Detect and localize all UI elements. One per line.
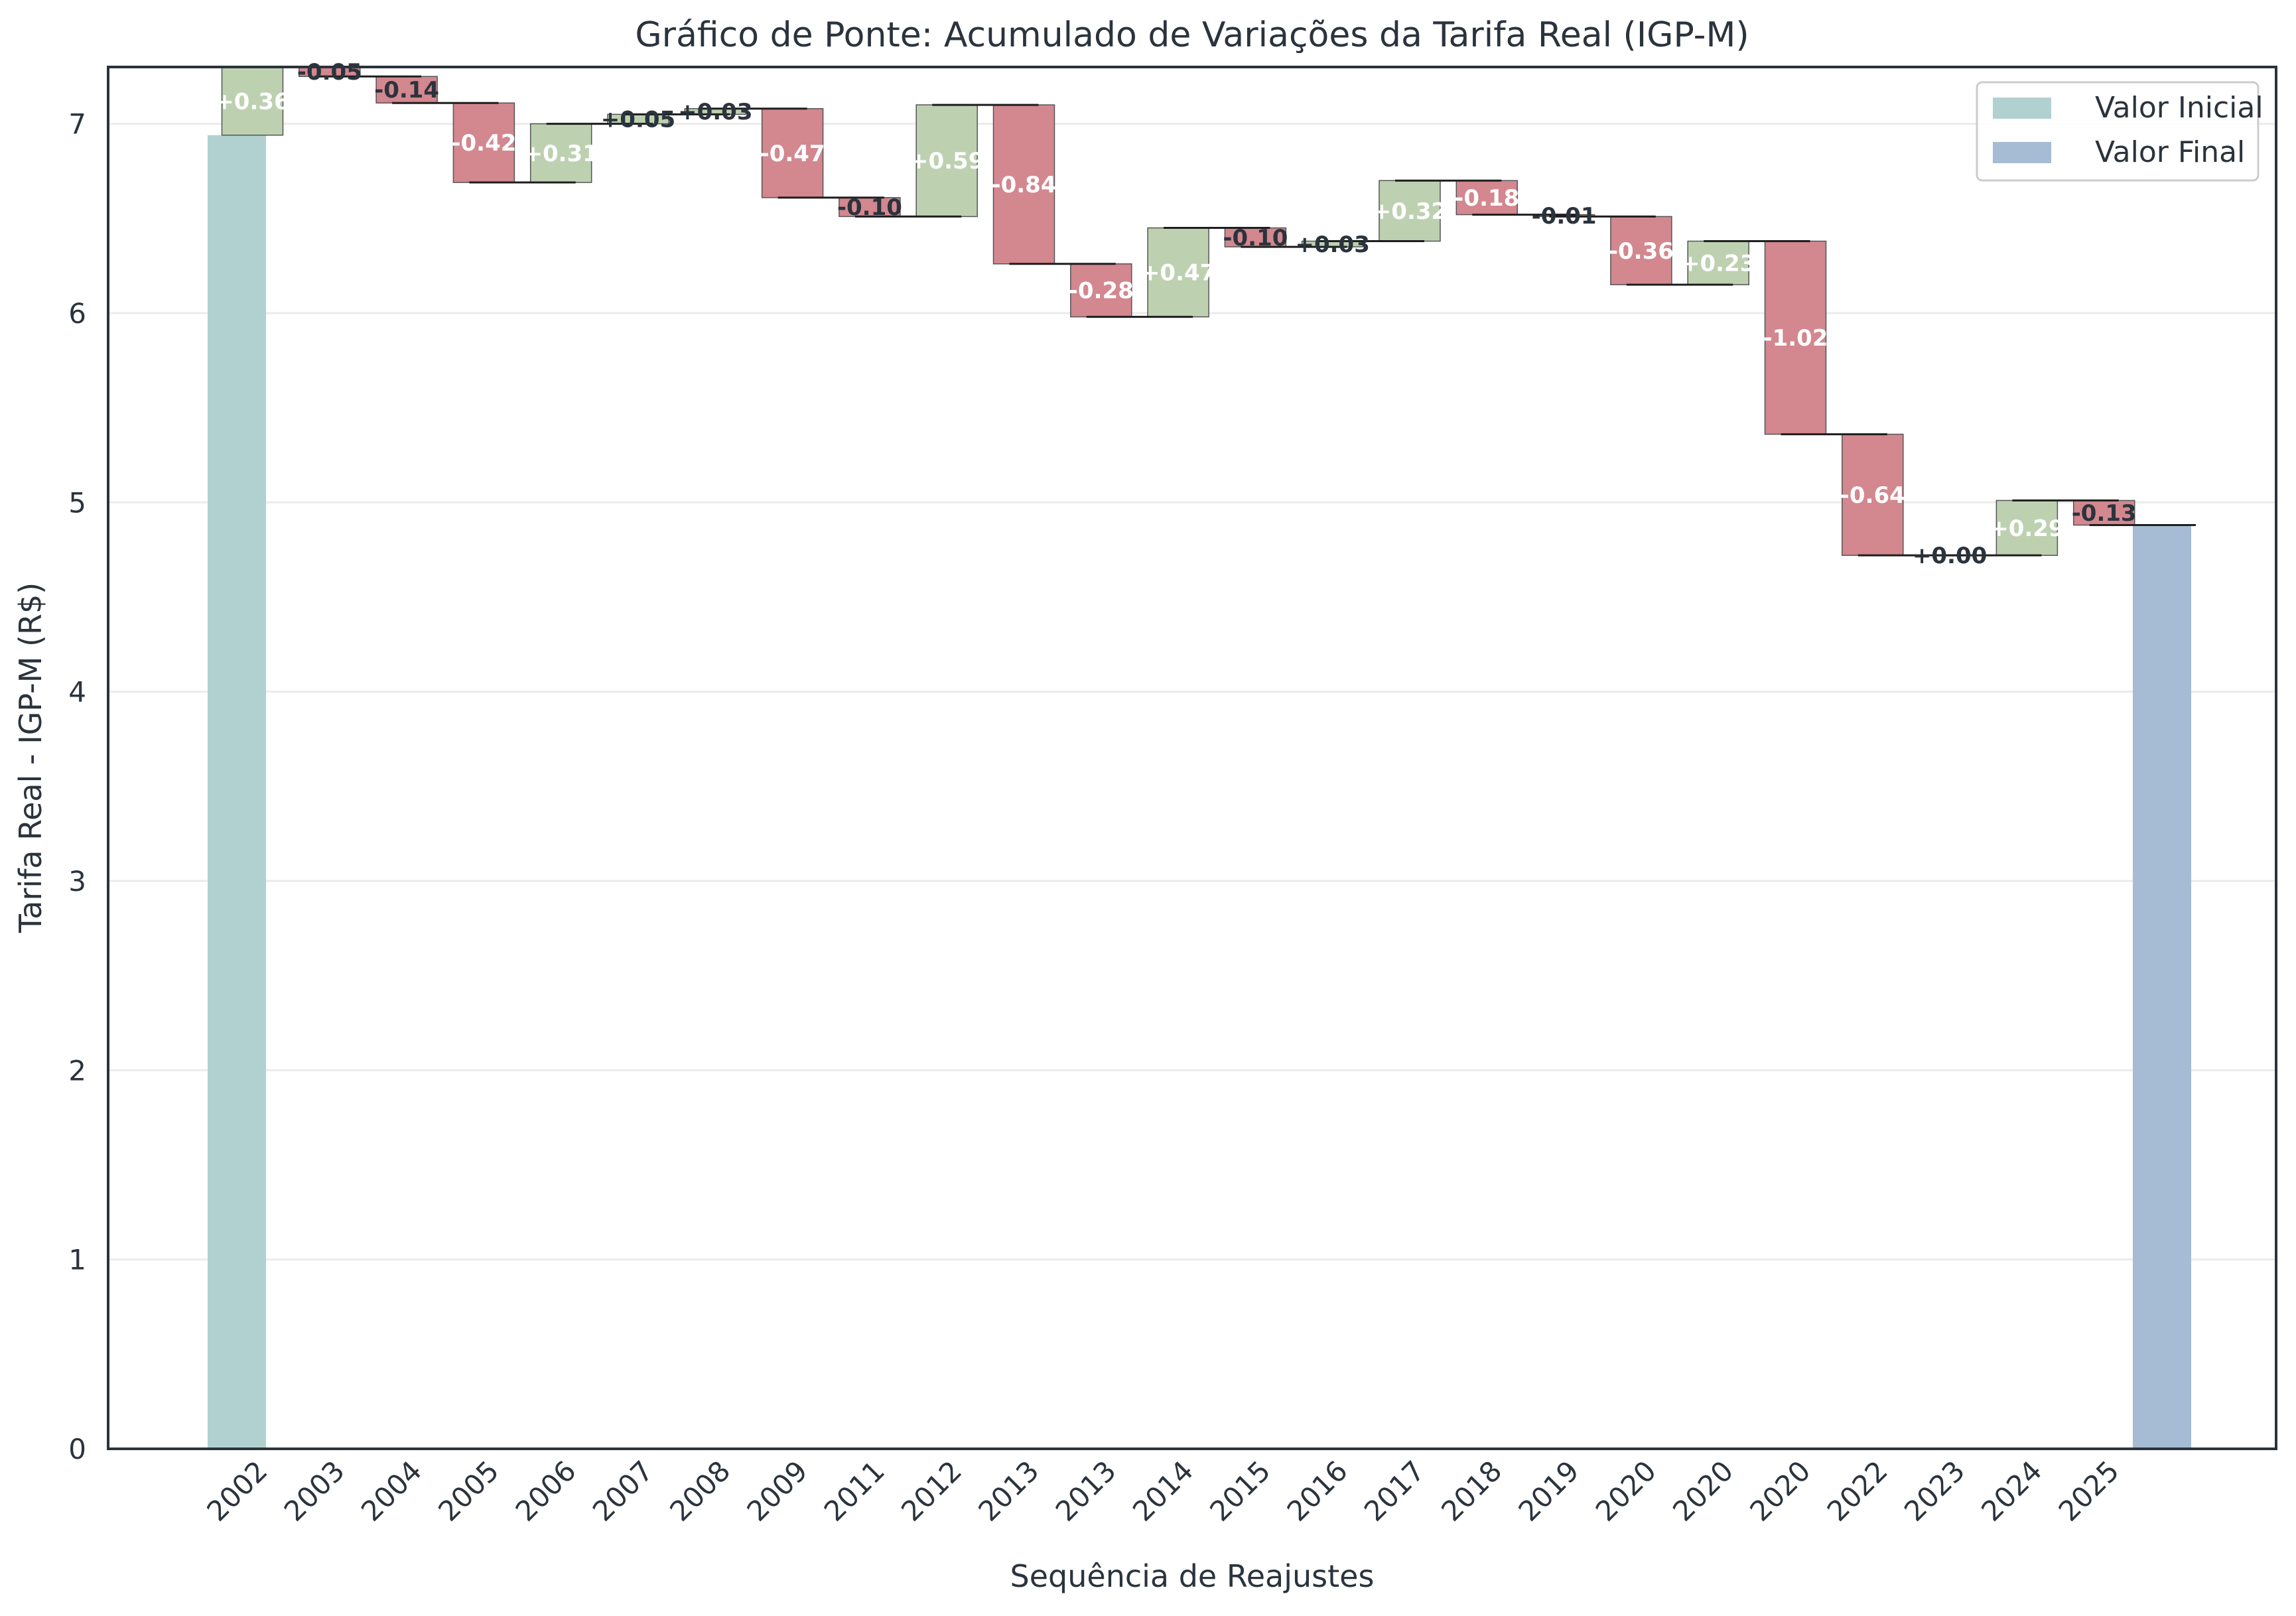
final-value-bar [2133,525,2191,1449]
bar-value-label: +0.23 [1681,250,1755,277]
increase-bar [221,66,284,136]
bar-value-label: -0.01 [1532,203,1597,230]
bar-value-label: -0.28 [1069,278,1134,304]
increase-bar [915,104,978,218]
y-tick-label: 2 [68,1054,86,1087]
decrease-bar [839,197,901,218]
bar-value-label: +0.29 [1990,515,2064,542]
initial-value-bar [208,135,266,1449]
bar-value-label: +0.00 [1913,543,1987,569]
bar-value-label: -0.64 [1840,482,1905,509]
legend-label-final: Valor Final [2095,135,2245,169]
y-tick-label: 7 [68,108,86,141]
bar-value-label: -0.36 [1609,238,1674,265]
decrease-bar [1764,240,1827,435]
decrease-bar [992,104,1055,265]
decrease-bar [1224,227,1287,247]
bar-value-label: -0.05 [297,59,362,86]
decrease-bar [1842,433,1904,556]
increase-bar [529,123,592,183]
bar-value-label: +0.03 [678,99,752,125]
plot-frame [107,66,2277,1450]
bar-value-label: +0.36 [215,88,289,115]
decrease-bar [1610,216,1672,285]
bar-value-label: -0.13 [2072,500,2137,527]
legend-label-initial: Valor Inicial [2095,91,2263,125]
bar-value-label: -0.10 [1223,225,1288,251]
bar-value-label: -0.18 [1454,185,1519,212]
bar-value-label: -0.47 [760,141,825,167]
bar-value-label: +0.31 [524,141,598,167]
increase-bar [1147,227,1209,318]
bar-value-label: +0.59 [910,148,984,174]
bar-value-label: -1.02 [1763,325,1828,352]
bar-value-label: -0.14 [374,77,439,103]
bar-value-labels: +0.36-0.05-0.14-0.42 +0.31+0.05 +0.03-0.47… [215,59,2136,569]
bar-value-label: -0.84 [992,172,1057,198]
bar-value-label: -0.42 [451,130,516,157]
y-axis-label: Tarifa Real - IGP-M (R$) [13,582,48,933]
bar-value-label: +0.05 [601,106,675,133]
bar-value-label: +0.32 [1373,198,1447,225]
y-tick-label: 5 [68,486,86,519]
decrease-bar [761,108,824,198]
decrease-bar [375,76,438,103]
x-axis-label: Sequência de Reajustes [1010,1558,1375,1594]
bar-value-label: +0.03 [1296,232,1370,258]
bar-value-label: -0.10 [837,194,902,221]
connector-lines [237,66,2196,557]
legend-swatch-initial [1993,98,2051,119]
increase-bar [1687,240,1749,285]
y-tick-label: 6 [68,297,86,330]
chart-title: Gráfico de Ponte: Acumulado de Variações… [635,15,1749,55]
y-tick-label: 0 [68,1433,86,1465]
decrease-bar [452,102,515,183]
y-tick-label: 3 [68,865,86,898]
legend: Valor Inicial Valor Final [1976,81,2263,182]
y-tick-label: 1 [68,1244,86,1276]
bar-value-label: +0.47 [1141,260,1215,287]
increase-bar [1379,180,1441,242]
legend-swatch-final [1993,142,2051,163]
y-axis-ticks: 0 1 2 3 4 5 6 7 [68,108,86,1465]
bars [208,66,2191,1449]
y-tick-label: 4 [68,676,86,708]
